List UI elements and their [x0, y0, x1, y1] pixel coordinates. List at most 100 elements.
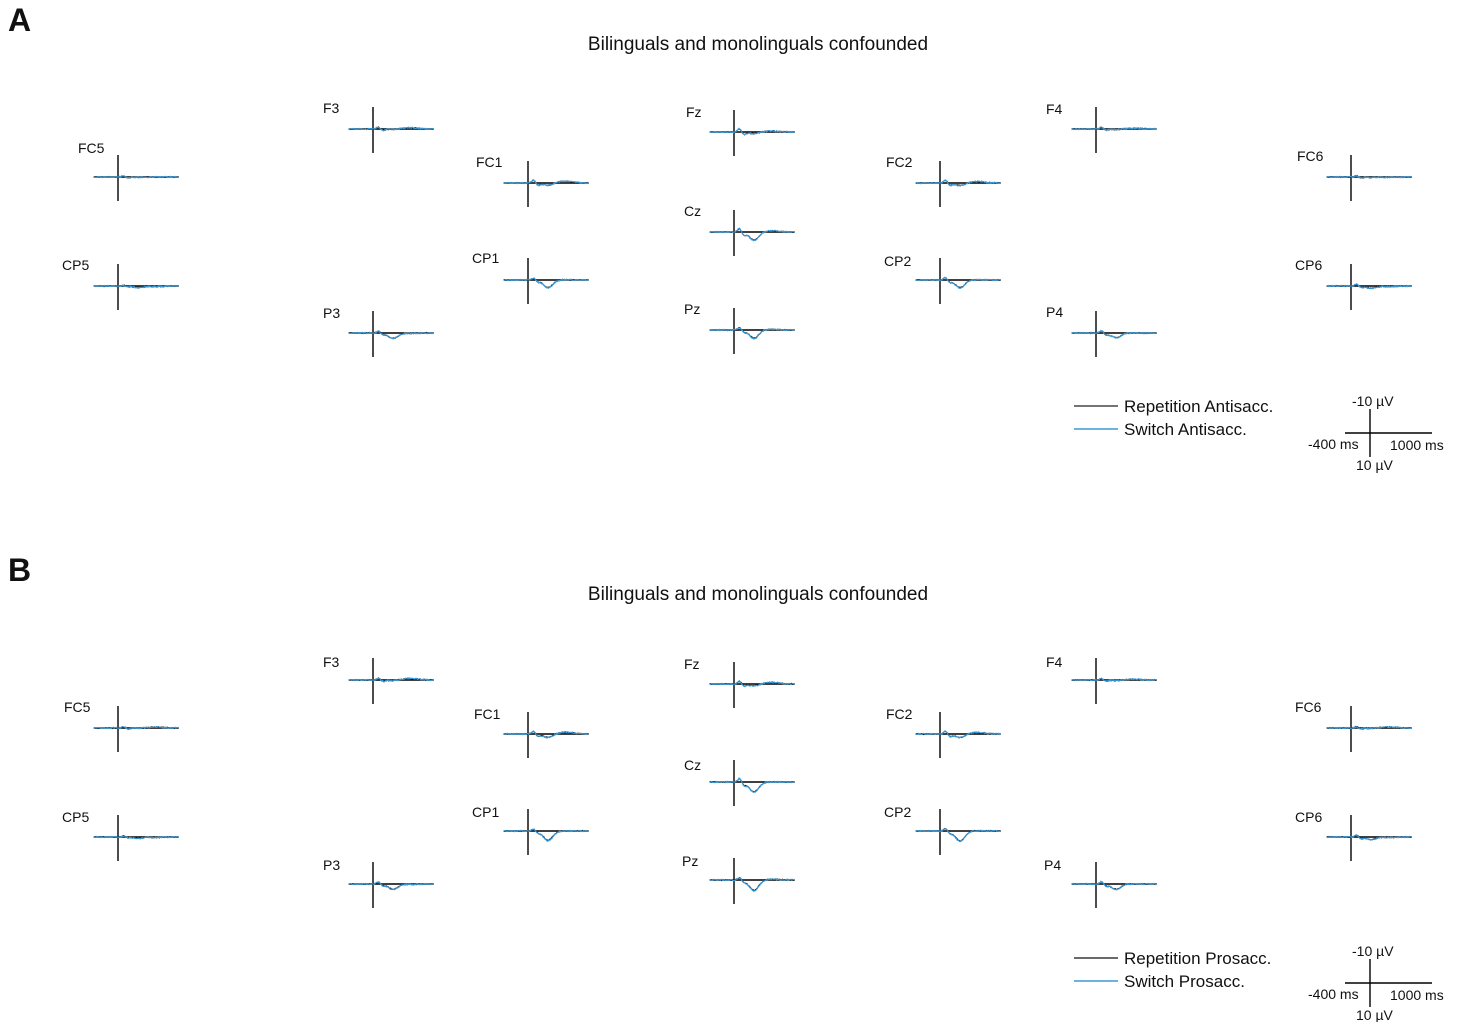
electrode-plot-cp1: CP1 — [472, 804, 589, 855]
legend: Repetition Antisacc. Switch Antisacc. — [1074, 397, 1273, 439]
electrode-plot-p3: P3 — [323, 857, 434, 908]
electrode-label: FC2 — [886, 706, 913, 722]
scale-label-left: -400 ms — [1308, 986, 1359, 1002]
panel-a: A Bilinguals and monolinguals confounded… — [8, 2, 1444, 473]
electrode-label: P3 — [323, 305, 340, 321]
electrode-label: FC5 — [64, 699, 91, 715]
scale-label-bottom: 10 µV — [1356, 1007, 1394, 1022]
series-line-repetition — [709, 778, 795, 793]
electrode-label: FC6 — [1297, 148, 1324, 164]
series-line-switch — [915, 827, 1001, 843]
series-line-switch — [1071, 678, 1157, 683]
electrode-plot-fc1: FC1 — [474, 706, 589, 758]
series-line-switch — [1071, 880, 1157, 891]
series-line-switch — [1326, 174, 1412, 180]
series-line-repetition — [709, 227, 795, 242]
series-line-switch — [93, 725, 179, 730]
series-line-switch — [1071, 127, 1157, 132]
electrode-label: F3 — [323, 100, 340, 116]
electrode-plot-cp5: CP5 — [62, 257, 179, 310]
electrode-label: FC1 — [474, 706, 501, 722]
electrode-plot-fz: Fz — [684, 656, 795, 708]
electrode-plot-fc6: FC6 — [1297, 148, 1412, 201]
electrode-label: CP6 — [1295, 257, 1322, 273]
electrode-label: Fz — [686, 104, 702, 120]
series-line-switch — [709, 127, 795, 136]
electrode-label: CP5 — [62, 809, 89, 825]
series-line-switch — [1071, 329, 1157, 339]
electrode-plot-f3: F3 — [323, 654, 434, 704]
series-line-repetition — [1071, 880, 1157, 891]
electrode-plot-p4: P4 — [1046, 304, 1157, 357]
electrode-label: CP1 — [472, 804, 499, 820]
series-line-switch — [348, 126, 434, 132]
electrode-plot-cp6: CP6 — [1295, 257, 1412, 310]
scale-label-right: 1000 ms — [1390, 987, 1444, 1003]
electrode-label: Fz — [684, 656, 700, 672]
electrode-label: F4 — [1046, 654, 1063, 670]
series-line-switch — [915, 276, 1001, 290]
series-line-switch — [709, 877, 795, 892]
series-line-switch — [1326, 282, 1412, 290]
legend-label: Repetition Antisacc. — [1124, 397, 1273, 416]
electrode-label: CP6 — [1295, 809, 1322, 825]
panel-letter: A — [8, 2, 32, 38]
series-line-switch — [709, 227, 795, 242]
scale-label-left: -400 ms — [1308, 436, 1359, 452]
series-line-switch — [503, 179, 589, 187]
electrode-label: FC1 — [476, 154, 503, 170]
electrode-plot-cz: Cz — [684, 757, 795, 806]
series-line-switch — [348, 881, 434, 891]
electrode-label: P4 — [1044, 857, 1061, 873]
electrode-label: Cz — [684, 203, 701, 219]
panel-title: Bilinguals and monolinguals confounded — [587, 584, 929, 605]
electrode-label: FC6 — [1295, 699, 1322, 715]
electrode-plot-f4: F4 — [1046, 654, 1157, 704]
series-line-switch — [93, 284, 179, 289]
scale-label-top: -10 µV — [1352, 943, 1394, 959]
scale-bar: -10 µV 10 µV -400 ms 1000 ms — [1308, 943, 1444, 1022]
panel-title: Bilinguals and monolinguals confounded — [587, 34, 929, 55]
electrode-label: FC5 — [78, 140, 105, 156]
electrode-label: CP5 — [62, 257, 89, 273]
electrode-label: CP1 — [472, 250, 499, 266]
series-line-switch — [503, 277, 589, 290]
electrode-plot-fc2: FC2 — [886, 154, 1001, 207]
series-line-switch — [348, 677, 434, 683]
series-line-switch — [915, 730, 1001, 739]
series-line-switch — [93, 834, 179, 840]
series-line-switch — [1326, 834, 1412, 841]
series-line-switch — [348, 330, 434, 340]
electrode-plot-fc1: FC1 — [476, 154, 589, 207]
electrode-plot-p3: P3 — [323, 305, 434, 357]
electrode-plot-fc5: FC5 — [64, 699, 179, 752]
electrode-label: CP2 — [884, 804, 911, 820]
legend-label: Switch Antisacc. — [1124, 420, 1247, 439]
electrode-label: F3 — [323, 654, 340, 670]
electrode-label: F4 — [1046, 101, 1063, 117]
scale-label-top: -10 µV — [1352, 393, 1394, 409]
electrode-plot-fz: Fz — [686, 104, 795, 156]
legend: Repetition Prosacc. Switch Prosacc. — [1074, 949, 1271, 991]
scale-label-bottom: 10 µV — [1356, 457, 1394, 473]
series-line-switch — [93, 175, 179, 179]
electrode-label: Pz — [684, 301, 700, 317]
series-line-switch — [915, 179, 1001, 187]
erp-plot-b: FC5 F3 FC1 Fz Cz FC2 F4 FC6 CP5 P3 CP1 Pz CP2 P4 CP6 Re… — [62, 654, 1444, 1022]
series-line-switch — [709, 681, 795, 688]
electrode-plot-p4: P4 — [1044, 857, 1157, 908]
series-line-switch — [709, 777, 795, 794]
electrode-plot-cp6: CP6 — [1295, 809, 1412, 861]
panel-letter: B — [8, 552, 32, 588]
electrode-plot-cp2: CP2 — [884, 253, 1001, 304]
series-line-switch — [709, 326, 795, 340]
electrode-plot-f4: F4 — [1046, 101, 1157, 153]
series-line-switch — [503, 828, 589, 842]
electrode-plot-fc6: FC6 — [1295, 699, 1412, 752]
electrode-plot-pz: Pz — [682, 853, 795, 904]
electrode-plot-fc5: FC5 — [78, 140, 179, 201]
panel-b: B Bilinguals and monolinguals confounded… — [0, 550, 1461, 1022]
series-line-switch — [503, 730, 589, 739]
electrode-label: P3 — [323, 857, 340, 873]
electrode-plot-cp5: CP5 — [62, 809, 179, 861]
